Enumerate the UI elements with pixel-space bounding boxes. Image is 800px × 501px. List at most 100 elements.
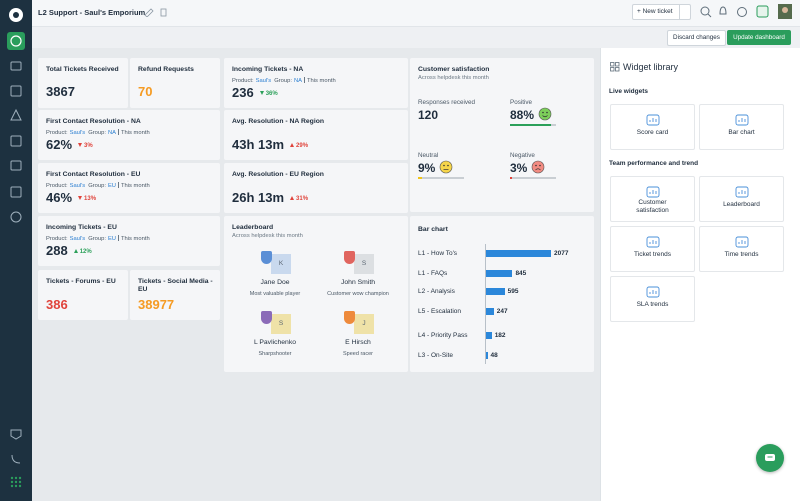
chat-icon: [765, 454, 775, 461]
widget-library: Widget library Live widgets Team perform…: [600, 48, 800, 501]
tile-label: Score card: [636, 129, 669, 136]
value-text: 43h 13m: [232, 137, 285, 152]
bar-chart-card: Bar chart L1 - How To's 2077 L1 - FAQs 845 L2…: [410, 216, 594, 372]
meta-value: EU: [107, 236, 116, 242]
discard-button[interactable]: Discard changes: [667, 30, 726, 46]
card-title: Customer satisfaction: [418, 66, 490, 73]
score-card: Total Tickets Received 3867: [38, 58, 128, 108]
trend-value: 31%: [296, 196, 309, 202]
card-title: Leaderboard: [232, 224, 274, 231]
tile-icon: [735, 114, 749, 126]
dashboard: Total Tickets Received 3867 Refund Request…: [32, 48, 600, 501]
leader-award: Speed racer: [343, 351, 373, 357]
card-title: Avg. Resolution - NA Region: [232, 118, 325, 125]
section-heading: Live widgets: [609, 88, 649, 95]
widget-tile[interactable]: Leaderboard: [699, 176, 784, 222]
metric-value: 88%: [510, 108, 535, 122]
meta-period: This month: [121, 130, 150, 136]
score-card: Tickets - Forums - EU 386: [38, 270, 128, 320]
meta-label: Product:: [46, 236, 68, 242]
meta-label: Group:: [88, 130, 106, 136]
trend-value: 12%: [79, 249, 92, 255]
card-title: Bar chart: [418, 226, 448, 233]
tile-label: Leaderboard: [723, 201, 760, 208]
trend: 13%: [78, 196, 96, 202]
meta-period: This month: [307, 78, 336, 84]
card-value: 236 36%: [232, 85, 278, 100]
leader-name: L Pavlichenko: [253, 339, 297, 346]
score-card: First Contact Resolution - EU Product: Sau…: [38, 163, 220, 213]
meta-label: Product:: [46, 130, 68, 136]
value-label: 48: [490, 352, 498, 359]
meter-track: [510, 177, 556, 179]
metric-label: Positive: [510, 99, 533, 106]
card-value: 70: [138, 84, 152, 99]
meta-period: This month: [121, 183, 150, 189]
value-label: 2077: [554, 250, 569, 257]
satisfaction-card: Customer satisfaction Across helpdesk thi…: [410, 58, 594, 212]
category-label: L4 - Priority Pass: [418, 332, 468, 339]
tile-icon: [646, 236, 660, 248]
tile-icon: [646, 286, 660, 298]
bar: [486, 250, 551, 257]
separator: [118, 235, 119, 241]
top-bar: L2 Support - Saul's Emporium + New ticke…: [32, 0, 800, 27]
value-text: 236: [232, 85, 254, 100]
tile-icon: [646, 186, 660, 198]
widget-tile[interactable]: Ticket trends: [610, 226, 695, 272]
category-label: L3 - On-Site: [418, 352, 454, 359]
card-title: Tickets - Forums - EU: [46, 278, 116, 285]
widget-tile[interactable]: Bar chart: [699, 104, 784, 150]
chat-button[interactable]: [756, 444, 784, 472]
dropdown[interactable]: [679, 5, 690, 19]
action-bar: Discard changes Update dashboard: [32, 27, 800, 48]
new-ticket-button[interactable]: + New ticket: [632, 4, 691, 20]
trend-arrow: [78, 196, 83, 200]
leader-name: Jane Doe: [260, 279, 290, 286]
card-title: Refund Requests: [138, 66, 194, 73]
card-value: 46% 13%: [46, 190, 96, 205]
card-value: 3867: [46, 84, 75, 99]
trend-value: 13%: [84, 196, 97, 202]
meta-period: This month: [121, 236, 150, 242]
card-value: 386: [46, 297, 68, 312]
meta-label: Product:: [232, 78, 254, 84]
tile-label: Time trends: [724, 251, 759, 258]
meta-value: EU: [107, 183, 116, 189]
widget-tile[interactable]: SLA trends: [610, 276, 695, 322]
tile-icon: [735, 186, 749, 198]
value-text: 288: [46, 243, 68, 258]
avatar: S: [271, 314, 291, 334]
meta-value: Saul's: [69, 183, 86, 189]
bar: [486, 352, 488, 359]
value-label: 247: [496, 308, 508, 315]
category-label: L1 - FAQs: [418, 270, 448, 277]
update-button[interactable]: Update dashboard: [727, 30, 791, 45]
widget-tile[interactable]: Score card: [610, 104, 695, 150]
tile-icon: [646, 114, 660, 126]
widget-tile[interactable]: Customer satisfaction: [610, 176, 695, 222]
face-icon: [538, 107, 552, 121]
library-title: Widget library: [623, 62, 679, 72]
widget-tile[interactable]: Time trends: [699, 226, 784, 272]
title-actions[interactable]: [144, 7, 168, 17]
trend: 12%: [73, 249, 92, 255]
score-card: Refund Requests 70: [130, 58, 220, 108]
card-meta: Product: Saul's Group: EU This month: [46, 235, 150, 242]
avatar: K: [271, 254, 291, 274]
leader-award: Sharpshooter: [258, 351, 292, 357]
leader-award: Most valuable player: [249, 291, 301, 297]
trend-arrow: [290, 143, 295, 147]
card-subtitle: Across helpdesk this month: [232, 233, 303, 239]
card-value: 43h 13m 29%: [232, 137, 308, 152]
card-title: Incoming Tickets - EU: [46, 224, 117, 231]
card-title: Avg. Resolution - EU Region: [232, 171, 324, 178]
card-title: Tickets - Social Media - EU: [138, 278, 213, 293]
card-title: Total Tickets Received: [46, 66, 119, 73]
leader-award: Customer wow champion: [327, 291, 389, 297]
sidebar: [0, 0, 32, 501]
separator: [304, 77, 305, 83]
card-title: Incoming Tickets - NA: [232, 66, 304, 73]
meter-fill: [510, 124, 551, 126]
meta-label: Group:: [274, 78, 292, 84]
